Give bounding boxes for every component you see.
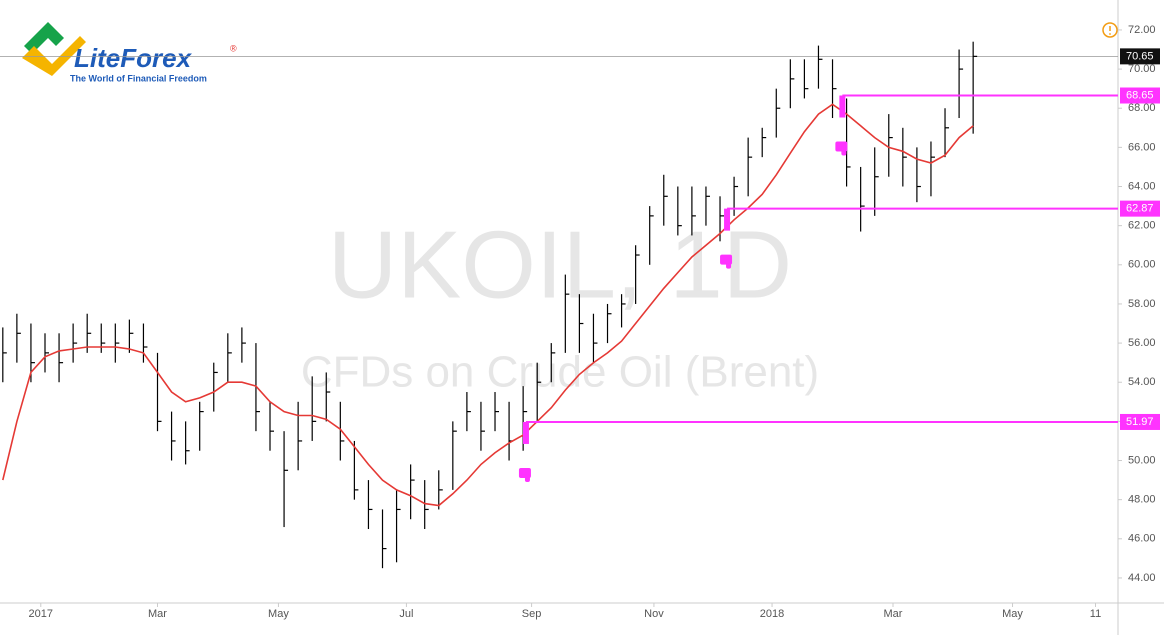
level-label: 62.87 xyxy=(1126,203,1154,215)
level-label-box xyxy=(1120,413,1160,430)
thumb-down xyxy=(841,147,847,156)
level-label: 68.65 xyxy=(1126,89,1154,101)
x-tick-label: May xyxy=(268,608,289,620)
y-tick-label: 70.00 xyxy=(1128,63,1156,75)
level-arrow xyxy=(839,95,846,118)
x-tick-label: May xyxy=(1002,608,1023,620)
level-label-box xyxy=(1120,87,1160,104)
thumb-down xyxy=(726,260,732,269)
y-tick-label: 44.00 xyxy=(1128,572,1156,584)
y-tick-label: 50.00 xyxy=(1128,454,1156,466)
logo-mark: ® xyxy=(230,43,237,53)
thumb-down xyxy=(524,473,530,482)
x-tick-label: Sep xyxy=(522,608,542,620)
x-tick-label: 11 xyxy=(1090,608,1101,620)
y-tick-label: 68.00 xyxy=(1128,102,1156,114)
logo-tagline: The World of Financial Freedom xyxy=(70,73,207,83)
watermark-symbol: UKOIL, 1D xyxy=(328,211,792,318)
last-price-box xyxy=(1120,48,1160,65)
watermark-description: CFDs on Crude Oil (Brent) xyxy=(301,348,819,397)
logo-name: LiteForex xyxy=(74,43,193,73)
level-arrow xyxy=(724,208,731,231)
last-price-label: 70.65 xyxy=(1126,50,1154,62)
y-tick-label: 48.00 xyxy=(1128,494,1156,506)
y-tick-label: 46.00 xyxy=(1128,533,1156,545)
x-tick-label: 2017 xyxy=(29,608,53,620)
x-tick-label: Mar xyxy=(148,608,167,620)
x-tick-label: Mar xyxy=(884,608,903,620)
y-tick-label: 56.00 xyxy=(1128,337,1156,349)
y-tick-label: 64.00 xyxy=(1128,180,1156,192)
x-tick-label: Jul xyxy=(399,608,413,620)
x-tick-label: Nov xyxy=(644,608,664,620)
y-tick-label: 62.00 xyxy=(1128,220,1156,232)
bars xyxy=(2,41,978,569)
y-tick-label: 72.00 xyxy=(1128,24,1156,36)
alert-icon xyxy=(1102,22,1118,38)
logo-icon xyxy=(22,36,86,76)
moving-average xyxy=(2,103,974,507)
y-tick-label: 60.00 xyxy=(1128,259,1156,271)
y-tick-label: 54.00 xyxy=(1128,376,1156,388)
level-arrow xyxy=(522,421,529,444)
y-tick-label: 58.00 xyxy=(1128,298,1156,310)
level-label: 51.97 xyxy=(1126,416,1154,428)
x-tick-label: 2018 xyxy=(760,608,784,620)
y-tick-label: 66.00 xyxy=(1128,141,1156,153)
level-label-box xyxy=(1120,200,1160,217)
logo: LiteForex ® The World of Financial Freed… xyxy=(22,22,237,83)
